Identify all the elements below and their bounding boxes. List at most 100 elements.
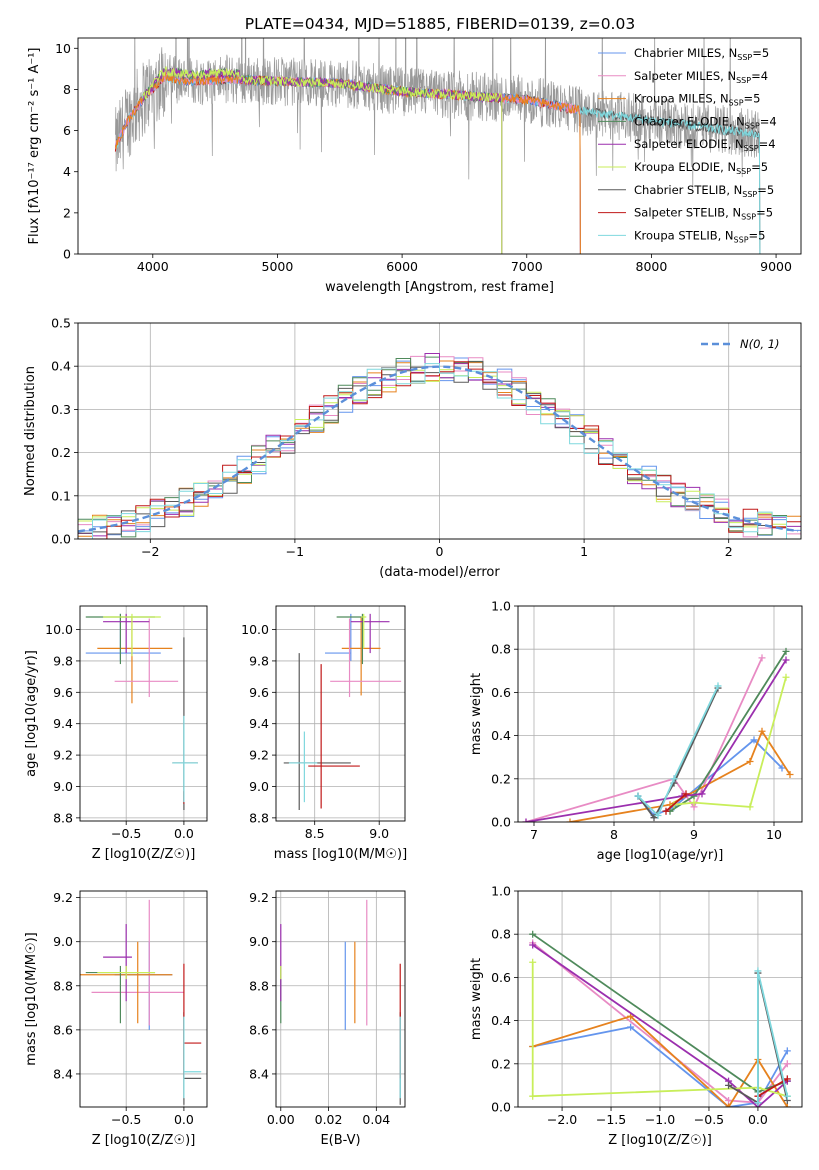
weight-marker-kroupa-elodie [746,803,754,811]
x-tick-label: 0.00 [267,1112,295,1127]
weight-marker-salpeter-elodie [529,941,537,949]
legend-label-chabrier-stelib: Chabrier STELIB, NSSP=5 [634,183,774,199]
y-tick-label: 0 [63,247,71,262]
y-tick-label: 0.4 [51,359,71,374]
y-tick-label: 9.0 [53,934,73,949]
weight-marker-salpeter-elodie [522,818,530,822]
x-tick-label: 5000 [262,259,294,274]
legend-label-chabrier-miles: Chabrier MILES, NSSP=5 [634,46,769,62]
y-tick-label: 9.2 [249,890,269,905]
axes-weight_vs_age: 7 8 9 10 0.0 0.2 0.4 0.6 0.8 1.0 age [log10(age/yr… [469,599,803,863]
y-tick-label: 9.6 [249,685,269,700]
axes-spectrum: 4000 5000 6000 7000 8000 9000 0 2 4 6 8 10 wavelengt… [27,37,802,295]
y-tick-label: 9.4 [249,716,269,731]
axes-frame [79,890,208,1108]
y-axis-label: mass weight [469,673,484,755]
x-axis-label: mass [log10(M/M☉)] [274,847,407,862]
weight-marker-kroupa-elodie [529,958,537,966]
weight-marker-salpeter-elodie [698,790,706,798]
legend-label-normal: N(0, 1) [740,337,780,351]
errorbar-chabrier-miles [325,613,352,661]
y-tick-label: 8.6 [53,1022,73,1037]
y-tick-label: 8.8 [53,978,73,993]
x-axis-label: Z [log10(Z/Z☉)] [92,847,196,862]
axis-frame: −0.5 0.0 8.8 9.0 9.2 9.4 9.6 9.8 10.0 Z [log10(Z/… [24,605,208,862]
x-tick-label: 6000 [386,259,418,274]
plot-area [85,613,198,811]
x-tick-label: −2.0 [547,1112,577,1127]
errorbar-salpeter-elodie [350,613,390,654]
y-tick-label: 1.0 [491,599,511,614]
errorbar-salpeter-elodie [103,613,150,654]
weight-marker-kroupa-stelib [654,812,662,820]
weight-marker-kroupa-stelib [783,1092,791,1100]
x-axis-label: wavelength [Angstrom, rest frame] [325,280,554,295]
y-axis-label: mass weight [469,958,484,1040]
weight-line-salpeter-stelib [665,793,687,812]
weight-marker-kroupa-miles [786,770,794,778]
y-tick-label: 9.6 [53,685,73,700]
axes-frame [517,605,803,823]
x-tick-label: 4000 [137,259,169,274]
weight-marker-chabrier-elodie [782,647,790,655]
weight-marker-chabrier-miles [750,736,758,744]
y-tick-label: 4 [63,164,71,179]
x-tick-label: 7 [530,827,538,842]
x-tick-label: −0.5 [111,1112,141,1127]
y-tick-label: 0.2 [491,771,511,786]
x-axis-label: age [log10(age/yr)] [597,848,724,863]
y-tick-label: 0.2 [491,1056,511,1071]
errorbar-chabrier-stelib [183,1012,202,1105]
axes-frame [79,605,208,822]
weight-marker-salpeter-miles [725,1097,733,1105]
weight-line-kroupa-stelib [637,685,719,818]
plot-area [114,38,761,254]
axes-frame [275,605,406,822]
weight-marker-kroupa-stelib [714,682,722,690]
y-tick-label: 10 [55,41,71,56]
y-tick-label: 0.0 [491,1100,511,1115]
legend-label-salpeter-stelib: Salpeter STELIB, NSSP=5 [634,206,773,222]
y-tick-label: 8.8 [249,810,269,825]
weight-line-kroupa-miles [532,1015,789,1107]
errorbar-kroupa-stelib [288,731,318,803]
weight-marker-kroupa-stelib [754,967,762,975]
y-tick-label: 8.8 [53,810,73,825]
weight-marker-kroupa-elodie [690,799,698,807]
model-spectrum-kroupa-elodie [142,66,503,254]
y-tick-label: 2 [63,205,71,220]
x-tick-label: 0.0 [748,1112,768,1127]
y-tick-label: 9.2 [249,748,269,763]
weight-marker-kroupa-miles [566,818,574,822]
x-tick-label: 8.5 [305,826,325,841]
y-tick-label: 0.3 [51,402,71,417]
y-axis-label: age [log10(age/yr)] [24,650,39,777]
weight-marker-kroupa-stelib [634,792,642,800]
axes-mass_vs_Z: −0.5 0.0 8.4 8.6 8.8 9.0 9.2 Z [log10(Z/Z☉)] mas… [24,890,208,1148]
legend-label-kroupa-miles: Kroupa MILES, NSSP=5 [634,92,760,108]
legend-label-kroupa-elodie: Kroupa ELODIE, NSSP=5 [634,160,768,176]
weight-marker-kroupa-miles [725,1103,733,1107]
x-tick-label: 9000 [760,259,792,274]
y-tick-label: 9.0 [53,779,73,794]
errorbar-salpeter-stelib [183,963,202,1079]
errorbar-salpeter-elodie [103,924,132,1002]
y-tick-label: 0.2 [51,445,71,460]
weight-marker-chabrier-elodie [690,792,698,800]
weight-marker-chabrier-stelib [725,1081,733,1089]
axis-frame: −2 −1 0 1 2 0.0 0.1 0.2 0.3 0.4 0.5 (data-model)/er… [23,316,802,580]
y-axis-label: mass [log10(M/M☉)] [24,932,39,1065]
y-axis-label: Normed distribution [23,366,38,496]
legend-label-kroupa-stelib: Kroupa STELIB, NSSP=5 [634,228,765,244]
axes-frame [275,890,406,1108]
y-tick-label: 0.4 [491,728,511,743]
y-tick-label: 8.4 [249,1066,269,1081]
errorbar-kroupa-stelib [183,1016,202,1099]
y-tick-label: 0.5 [51,316,71,331]
weight-line-salpeter-miles [525,657,763,822]
x-tick-label: 8 [610,827,618,842]
errorbar-kroupa-elodie [361,613,367,649]
y-tick-label: 9.0 [249,779,269,794]
y-tick-label: 1.0 [491,884,511,899]
